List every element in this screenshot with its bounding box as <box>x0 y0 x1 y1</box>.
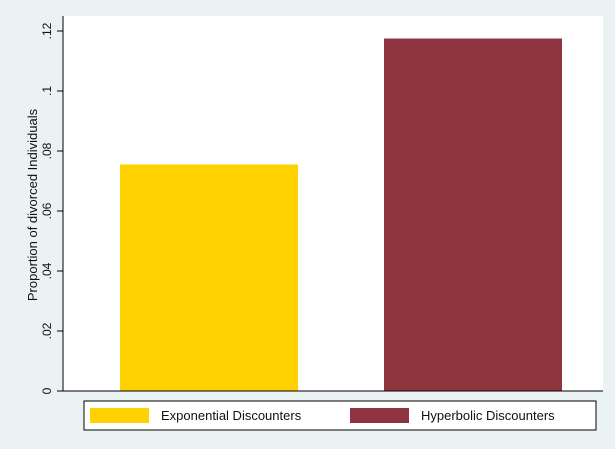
y-tick-label: .08 <box>40 142 54 159</box>
legend-box <box>83 400 597 431</box>
bar-exponential <box>120 164 298 391</box>
bar-hyperbolic <box>384 38 562 391</box>
y-axis-title: Proportion of divorced Individuals <box>25 108 40 301</box>
bars-layer <box>120 38 562 391</box>
legend: Exponential Discounters Hyperbolic Disco… <box>83 400 597 431</box>
y-tick-label: .02 <box>40 322 54 339</box>
legend-swatch-exponential <box>90 408 149 423</box>
y-tick-label: .1 <box>40 86 54 96</box>
legend-swatch-hyperbolic <box>350 408 409 423</box>
legend-label-exponential: Exponential Discounters <box>161 408 302 423</box>
y-tick-label: .12 <box>40 22 54 39</box>
y-tick-label: 0 <box>40 387 54 394</box>
y-ticks: 0 .02 .04 .06 .08 .1 .12 <box>40 22 63 394</box>
y-tick-label: .06 <box>40 202 54 219</box>
y-axis <box>62 16 603 392</box>
y-tick-label: .04 <box>40 262 54 279</box>
legend-label-hyperbolic: Hyperbolic Discounters <box>421 408 555 423</box>
